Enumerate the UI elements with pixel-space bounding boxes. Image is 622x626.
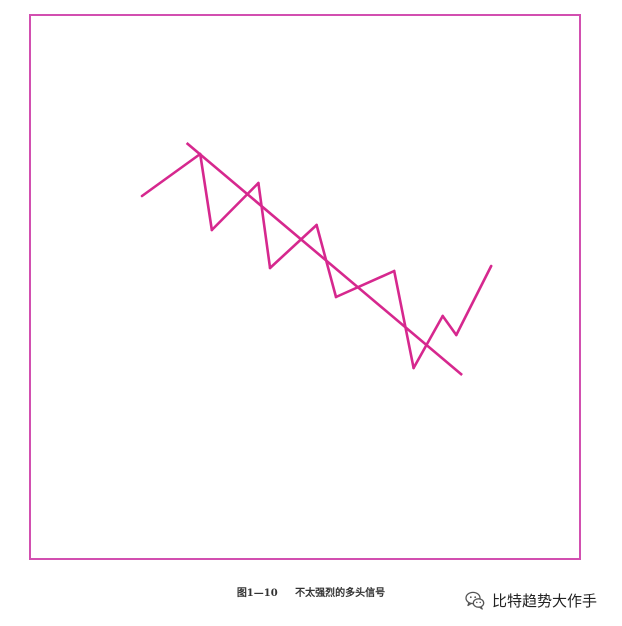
price-segment (140, 152, 202, 198)
price-segment (257, 181, 272, 270)
chart-frame (29, 14, 581, 560)
price-segment (268, 223, 318, 270)
price-segment (198, 152, 214, 232)
figure-title: 不太强烈的多头信号 (295, 588, 386, 599)
price-segment (412, 314, 445, 370)
price-segment (454, 264, 493, 337)
trendline (185, 142, 463, 376)
price-segment (334, 269, 396, 299)
watermark-text: 比特趋势大作手 (492, 591, 598, 610)
price-segment (210, 181, 260, 232)
price-segment (315, 223, 338, 299)
watermark: 比特趋势大作手 (464, 588, 597, 612)
price-segment (392, 269, 415, 370)
figure-caption: 图1—10 不太强烈的多头信号 (0, 584, 622, 599)
plot-area (140, 142, 493, 376)
price-segment (441, 314, 458, 337)
wechat-icon (465, 591, 485, 610)
figure-number: 图1—10 (236, 588, 278, 599)
